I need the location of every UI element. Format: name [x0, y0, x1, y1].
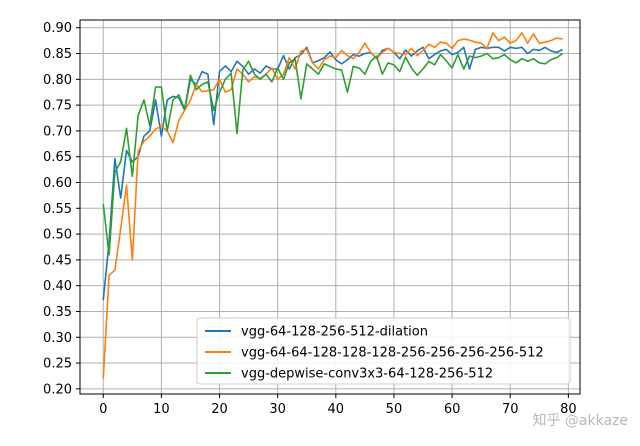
y-tick-label: 0.70: [43, 124, 72, 139]
legend-label: vgg-depwise-conv3x3-64-128-256-512: [241, 367, 493, 382]
x-axis: 0 10 20 30 40 50 60 70 80: [99, 394, 577, 417]
series-line-2: [102, 32, 563, 379]
y-tick-label: 0.50: [43, 228, 72, 243]
y-tick-label: 0.35: [43, 305, 72, 320]
watermark: 知乎 @akkaze: [532, 413, 628, 429]
x-tick-label: 0: [99, 402, 107, 417]
x-tick-label: 50: [386, 402, 403, 417]
x-tick-label: 30: [269, 402, 286, 417]
y-tick-label: 0.45: [43, 253, 72, 268]
y-tick-label: 0.80: [43, 73, 72, 88]
x-tick-label: 20: [211, 402, 228, 417]
y-tick-label: 0.65: [43, 150, 72, 165]
grid: [80, 20, 580, 394]
y-tick-label: 0.75: [43, 99, 72, 114]
series-layer: [102, 32, 564, 379]
x-tick-label: 80: [560, 402, 577, 417]
plot-frame: [79, 19, 581, 395]
y-tick-label: 0.60: [43, 176, 72, 191]
x-tick-label: 10: [153, 402, 170, 417]
legend-label: vgg-64-64-128-128-128-256-256-256-256-51…: [241, 346, 544, 361]
x-tick-label: 70: [502, 402, 519, 417]
y-axis: 0.20 0.25 0.30 0.35 0.40 0.45 0.50 0.55 0.60 0.65…: [43, 21, 80, 397]
series-line-1: [102, 46, 563, 301]
x-tick-label: 60: [444, 402, 461, 417]
x-tick-label: 40: [328, 402, 345, 417]
y-tick-label: 0.25: [43, 357, 72, 372]
legend-box: [196, 317, 571, 385]
y-tick-label: 0.55: [43, 202, 72, 217]
y-tick-label: 0.30: [43, 331, 72, 346]
y-tick-label: 0.40: [43, 279, 72, 294]
legend-label: vgg-64-128-256-512-dilation: [241, 325, 428, 340]
y-tick-label: 0.85: [43, 47, 72, 62]
y-tick-label: 0.90: [43, 21, 72, 36]
y-tick-label: 0.20: [43, 382, 72, 397]
legend: vgg-64-128-256-512-dilation vgg-64-64-128…: [196, 317, 571, 385]
series-line-3: [102, 52, 564, 256]
